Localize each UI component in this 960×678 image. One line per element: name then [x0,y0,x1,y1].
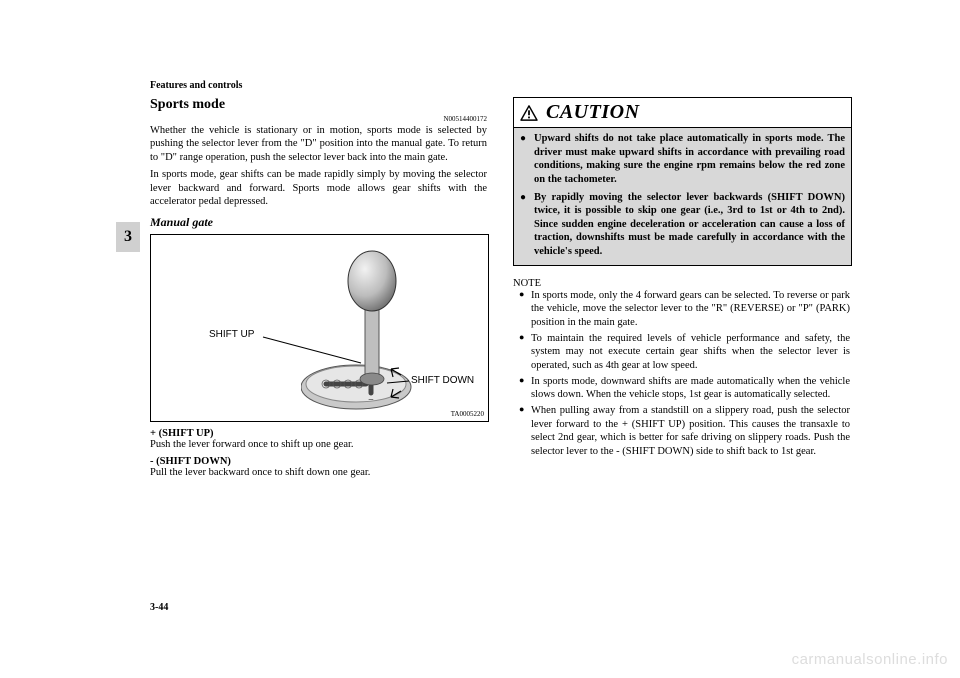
page-content: Features and controls Sports mode N00514… [150,80,850,610]
note-label: NOTE [513,278,850,289]
caution-header: CAUTION [514,98,851,128]
sports-mode-para-2: In sports mode, gear shifts can be made … [150,168,487,208]
figure-code: TA0005220 [451,410,484,418]
note-item: In sports mode, only the 4 forward gears… [513,289,850,330]
caution-item: By rapidly moving the selector lever bac… [520,191,845,259]
caution-title: CAUTION [546,101,640,124]
caution-item: Upward shifts do not take place automati… [520,132,845,187]
caution-box: CAUTION Upward shifts do not take place … [513,97,852,266]
note-list: In sports mode, only the 4 forward gears… [513,289,850,459]
two-column-layout: Sports mode N00514400172 Whether the veh… [150,97,850,482]
watermark: carmanualsonline.info [792,651,948,668]
right-column: CAUTION Upward shifts do not take place … [513,97,850,482]
sports-mode-para-1: Whether the vehicle is stationary or in … [150,124,487,164]
chapter-header: Features and controls [150,80,850,91]
shift-up-caption-body: Push the lever forward once to shift up … [150,439,487,450]
caution-list: Upward shifts do not take place automati… [520,132,845,259]
shift-down-caption-title: - (SHIFT DOWN) [150,456,487,467]
note-item: When pulling away from a standstill on a… [513,404,850,459]
shift-down-caption-body: Pull the lever backward once to shift do… [150,467,487,478]
ref-code: N00514400172 [150,115,487,123]
note-item: In sports mode, downward shifts are made… [513,375,850,402]
section-tab: 3 [116,222,140,252]
left-column: Sports mode N00514400172 Whether the veh… [150,97,487,482]
warning-triangle-icon [520,105,538,121]
note-item: To maintain the required levels of vehic… [513,332,850,373]
caution-body: Upward shifts do not take place automati… [514,128,851,265]
manual-gate-figure: + − [150,234,489,422]
manual-gate-title: Manual gate [150,215,487,230]
leader-lines-icon [151,235,488,421]
shift-up-caption-title: + (SHIFT UP) [150,428,487,439]
page-number: 3-44 [150,602,168,613]
sports-mode-title: Sports mode [150,97,487,113]
